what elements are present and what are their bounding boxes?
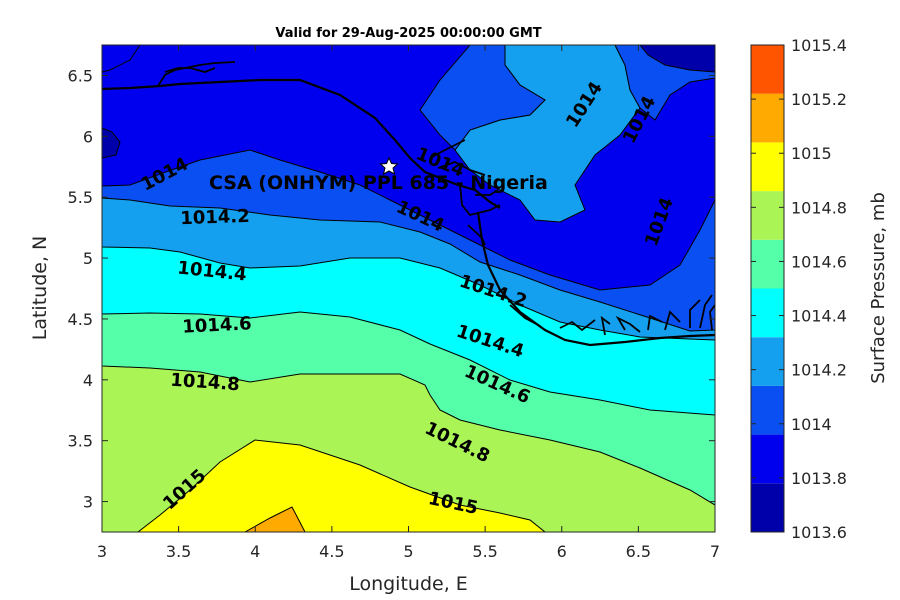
river-network	[157, 61, 715, 336]
colorbar-swatch	[751, 191, 784, 240]
colorbar-tick-label: 1015.2	[791, 90, 847, 109]
y-axis: 3 3.5 4 4.5 5 5.5 6 6.5	[68, 66, 715, 512]
colorbar-swatch	[751, 45, 784, 94]
y-tick-label: 6.5	[68, 66, 93, 85]
x-tick-label: 5	[403, 542, 413, 561]
x-axis-label: Longitude, E	[349, 573, 468, 595]
contour-label: 1014.8	[170, 370, 241, 396]
colorbar: 1013.6 1013.8 1014 1014.2 1014.4 1014.6 1014.8…	[750, 36, 847, 542]
colorbar-swatch	[751, 483, 784, 532]
site-annotation: CSA (ONHYM) PPL 685 - Nigeria	[209, 172, 548, 194]
colorbar-tick-label: 1014.8	[791, 198, 847, 217]
x-axis: 3 3.5 4 4.5 5 5.5 6 6.5 7	[97, 45, 720, 561]
colorbar-tick-label: 1014	[791, 415, 832, 434]
x-tick-label: 6	[557, 542, 567, 561]
y-tick-label: 5.5	[68, 188, 93, 207]
contour-label: 1014.6	[182, 313, 252, 338]
colorbar-tick-label: 1015	[791, 144, 832, 163]
y-tick-label: 4.5	[68, 310, 93, 329]
x-tick-label: 3	[97, 542, 107, 561]
colorbar-swatch	[751, 93, 784, 143]
y-tick-label: 4	[83, 371, 93, 390]
y-tick-label: 3.5	[68, 432, 93, 451]
colorbar-label: Surface Pressure, mb	[868, 192, 889, 384]
band-1013.6	[639, 45, 715, 73]
band-1015.2	[243, 506, 306, 532]
y-tick-label: 5	[83, 249, 93, 268]
band-1015.0	[137, 439, 546, 532]
x-tick-label: 6.5	[626, 542, 651, 561]
colorbar-tick-label: 1013.6	[791, 523, 847, 542]
x-tick-label: 4	[250, 542, 260, 561]
colorbar-tick-label: 1014.6	[791, 252, 847, 271]
colorbar-tick-label: 1014.4	[791, 307, 847, 326]
x-tick-label: 4.5	[319, 542, 344, 561]
band-1013.8-west	[102, 45, 141, 73]
site-star-marker	[379, 156, 399, 175]
colorbar-tick-label: 1015.4	[791, 36, 847, 55]
contour-label: 1014.2	[180, 206, 250, 229]
colorbar-swatch	[751, 142, 784, 192]
y-tick-label: 6	[83, 127, 93, 146]
colorbar-swatch	[751, 434, 784, 484]
coastline	[102, 78, 715, 347]
colorbar-swatch	[751, 385, 784, 435]
colorbar-frame	[750, 44, 785, 533]
band-1013.6-west	[102, 127, 121, 159]
chart-title: Valid for 29-Aug-2025 00:00:00 GMT	[275, 26, 541, 41]
colorbar-tick-label: 1013.8	[791, 469, 847, 488]
colorbar-tick-label: 1014.2	[791, 361, 847, 380]
y-axis-label: Latitude, N	[29, 236, 51, 341]
y-tick-label: 3	[83, 493, 93, 512]
x-tick-label: 5.5	[472, 542, 497, 561]
x-tick-label: 3.5	[166, 542, 191, 561]
x-tick-label: 7	[710, 542, 720, 561]
band-1014.0-north	[419, 45, 546, 151]
colorbar-swatch	[751, 337, 784, 386]
colorbar-swatch	[751, 288, 784, 338]
colorbar-swatch	[751, 239, 784, 289]
